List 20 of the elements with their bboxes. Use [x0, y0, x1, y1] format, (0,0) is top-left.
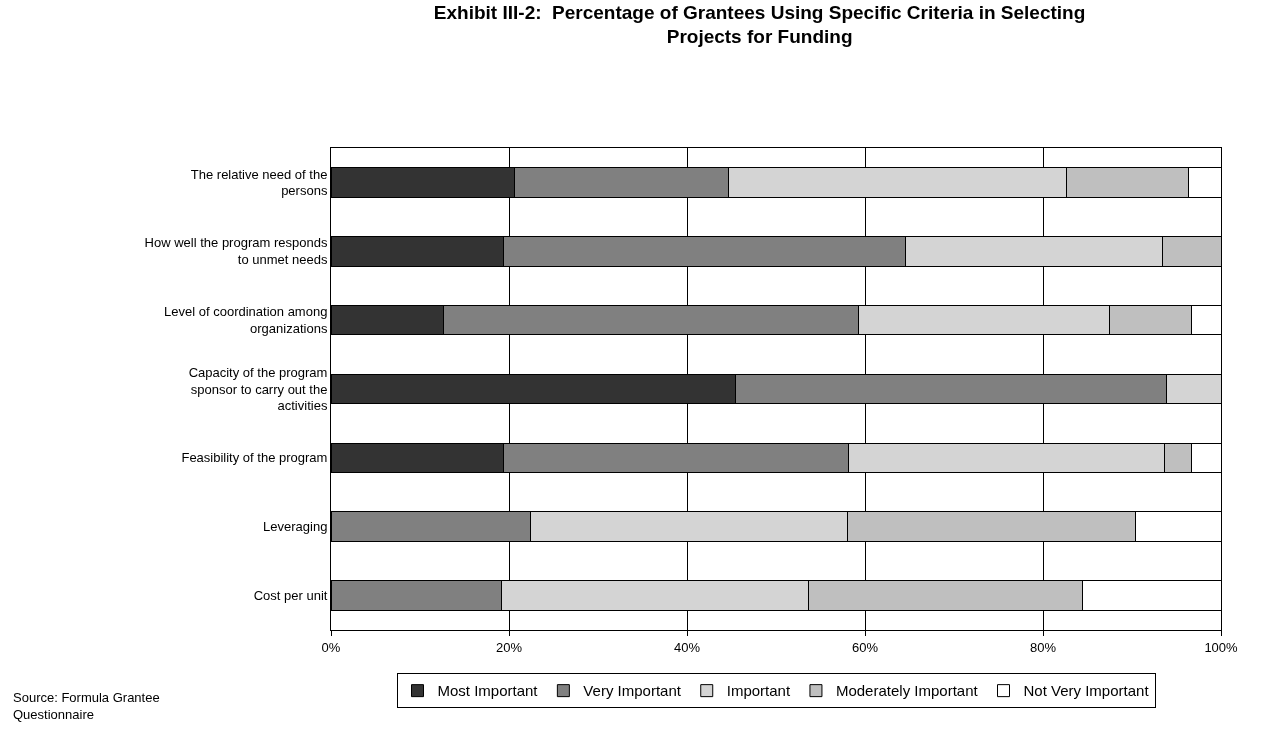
legend-label: Very Important	[583, 682, 682, 700]
x-tick-label: 20%	[495, 639, 523, 655]
legend-label: Most Important	[437, 682, 539, 700]
x-tick-label: 40%	[673, 639, 701, 655]
x-tick-label: 60%	[851, 639, 879, 655]
source-note: Source: Formula Grantee Questionnaire	[13, 690, 160, 722]
y-tick-label: Cost per unit	[253, 588, 328, 604]
x-tick-label: 80%	[1029, 639, 1057, 655]
legend-label: Not Very Important	[1023, 682, 1150, 700]
chart-title: Exhibit III-2: Percentage of Grantees Using Specific Criteria in Selecting Projects for Funding	[433, 1, 1086, 48]
y-tick-label: Feasibility of the program	[181, 450, 328, 466]
legend-label: Moderately Important	[835, 682, 979, 700]
y-tick-label: The relative need of the persons	[190, 166, 328, 199]
y-tick-label: Capacity of the program sponsor to carry out the activities	[188, 364, 328, 414]
y-tick-label: How well the program responds to unmet needs	[144, 235, 328, 268]
y-tick-label: Leveraging	[263, 519, 328, 535]
x-tick-label: 100%	[1204, 639, 1239, 655]
x-tick-label: 0%	[321, 639, 341, 655]
legend-label: Important	[726, 682, 791, 700]
y-tick-label: Level of coordination among organizations	[164, 304, 328, 337]
